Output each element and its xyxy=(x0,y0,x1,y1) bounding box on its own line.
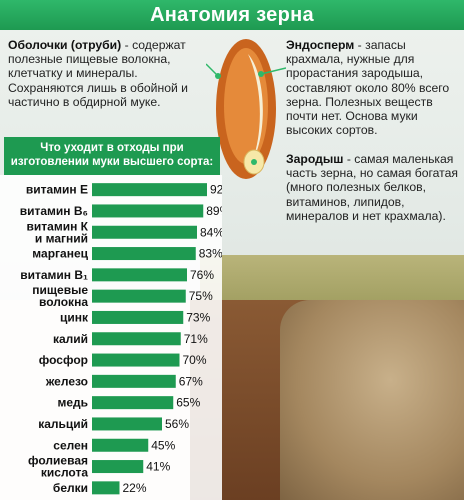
category-label: витамин B₁ xyxy=(20,268,88,282)
value-label: 45% xyxy=(151,438,175,452)
category-label: витамин B₆ xyxy=(20,204,88,218)
chart-title: Что уходит в отходы при изготовлении мук… xyxy=(4,137,220,175)
category-label: фолиевая кислота xyxy=(28,454,88,480)
bar xyxy=(92,460,144,474)
grain-illustration xyxy=(206,39,286,179)
shell-description: Оболочки (отруби) - содержат полезные пи… xyxy=(8,38,213,109)
germ-text: - самая маленькая часть зерна, но самая … xyxy=(286,152,459,223)
bar-chart: витамин E 92% витамин B₆ 89% витамин Ки магн… xyxy=(20,183,222,495)
pointer-dot-germ xyxy=(251,159,257,165)
value-label: 83% xyxy=(199,247,222,261)
value-label: 41% xyxy=(146,460,170,474)
bar xyxy=(92,481,120,495)
category-label: витамин E xyxy=(26,183,88,197)
category-label: медь xyxy=(57,396,88,410)
value-label: 89% xyxy=(206,204,222,218)
pointer-endosperm xyxy=(260,67,286,75)
category-label: марганец xyxy=(32,247,88,261)
grain-endosperm xyxy=(248,54,263,162)
germ-term: Зародыш xyxy=(286,152,344,166)
germ-description: Зародыш - самая маленькая часть зерна, н… xyxy=(286,152,462,223)
category-label: калий xyxy=(53,332,88,346)
bar xyxy=(92,204,204,218)
value-label: 22% xyxy=(123,481,147,495)
background-sack xyxy=(280,300,464,500)
bar xyxy=(92,225,197,239)
bar xyxy=(92,374,176,388)
shell-term: Оболочки (отруби) xyxy=(8,38,122,52)
bar xyxy=(92,353,180,367)
bar xyxy=(92,438,149,452)
bar xyxy=(92,310,184,324)
endosperm-description: Эндосперм - запасы крахмала, нужные для … xyxy=(286,38,462,137)
endosperm-term: Эндосперм xyxy=(286,38,355,52)
category-label: кальций xyxy=(38,417,88,431)
value-label: 92% xyxy=(210,183,222,197)
value-label: 84% xyxy=(200,225,222,239)
bar xyxy=(92,289,186,303)
pointer-dot-endosperm xyxy=(258,71,264,77)
bar xyxy=(92,332,181,346)
bar xyxy=(92,396,174,410)
page-title: Анатомия зерна xyxy=(150,3,314,26)
bar xyxy=(92,417,162,431)
shell-text: - содержат полезные пищевые волокна, кле… xyxy=(8,38,188,109)
category-label: селен xyxy=(53,438,88,452)
value-label: 73% xyxy=(186,310,210,324)
bar xyxy=(92,247,196,261)
title-bar: Анатомия зерна xyxy=(0,0,464,30)
value-label: 76% xyxy=(190,268,214,282)
value-label: 70% xyxy=(183,353,207,367)
endosperm-text: - запасы крахмала, нужные для прорастани… xyxy=(286,38,450,138)
bar xyxy=(92,268,187,282)
value-label: 75% xyxy=(189,289,213,303)
category-label: пищевые волокна xyxy=(32,283,88,309)
category-label: железо xyxy=(45,374,88,388)
pointer-shell xyxy=(206,63,217,75)
pointer-dot-shell xyxy=(215,73,221,79)
category-label: цинк xyxy=(60,310,89,324)
value-label: 71% xyxy=(184,332,208,346)
value-label: 67% xyxy=(179,374,203,388)
category-label: фосфор xyxy=(39,353,88,367)
category-label: белки xyxy=(53,481,88,495)
value-label: 56% xyxy=(165,417,189,431)
value-label: 65% xyxy=(176,396,200,410)
bar xyxy=(92,183,207,197)
